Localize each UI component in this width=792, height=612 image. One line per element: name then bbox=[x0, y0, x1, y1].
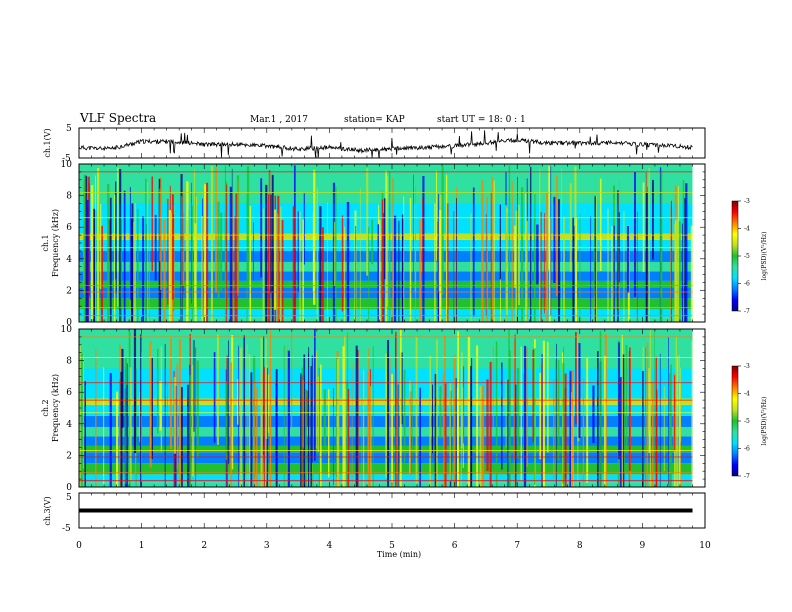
no-data-region bbox=[692, 164, 705, 322]
no-data-region bbox=[692, 329, 705, 487]
frequency-tick-label: 6 bbox=[66, 388, 72, 398]
time-axis-label: Time (min) bbox=[377, 550, 421, 559]
colorbar-tick-label: -6 bbox=[744, 281, 750, 288]
ch1-colorbar-gradient bbox=[731, 200, 739, 312]
ch2-spec-ylabel-frequency: Frequency (kHz) bbox=[51, 374, 60, 442]
colorbar-tick-label: -7 bbox=[744, 473, 750, 480]
time-tick-label: 6 bbox=[452, 541, 458, 551]
ch1-frequency-ticklabels: 0 2 4 6 8 10 bbox=[61, 160, 73, 328]
colorbar-tick-label: -5 bbox=[744, 418, 750, 425]
ch2-spectrogram-heatmap bbox=[79, 329, 705, 487]
time-tick-label: 0 bbox=[76, 541, 82, 551]
frequency-tick-label: 2 bbox=[66, 286, 72, 296]
colorbar-tick-label: -3 bbox=[744, 363, 750, 370]
ch3-ytick-bottom: -5 bbox=[62, 524, 71, 534]
time-tick-label: 8 bbox=[577, 541, 583, 551]
ch3-waveform-ticks bbox=[78, 493, 706, 528]
ch1-colorbar-label: log(PSD)(V²/Hz) bbox=[761, 232, 768, 281]
spectrogram-band bbox=[79, 474, 693, 483]
ch1-spectrogram-heatmap bbox=[79, 164, 705, 322]
ch1-ylabel: ch.1(V) bbox=[43, 128, 52, 157]
ch3-waveform-panel: 5 -5 ch.3(V) bbox=[43, 492, 706, 534]
date-label: Mar.1 , 2017 bbox=[250, 115, 308, 125]
colorbar-tick-label: -6 bbox=[744, 446, 750, 453]
ch1-ytick-top: 5 bbox=[66, 124, 72, 134]
ch1-waveform-panel: 5 -5 ch.1(V) bbox=[43, 124, 706, 164]
ch3-ylabel: ch.3(V) bbox=[43, 496, 52, 525]
frequency-tick-label: 10 bbox=[61, 160, 73, 170]
time-tick-label: 3 bbox=[264, 541, 270, 551]
ch1-spec-ylabel-channel: ch.1 bbox=[41, 234, 50, 251]
frequency-tick-label: 2 bbox=[66, 451, 72, 461]
time-tick-label: 10 bbox=[699, 541, 711, 551]
time-tick-label: 2 bbox=[201, 541, 207, 551]
colorbar-tick-label: -4 bbox=[744, 391, 750, 398]
ch2-spec-ylabel-channel: ch.2 bbox=[41, 399, 50, 416]
time-tick-label: 4 bbox=[327, 541, 333, 551]
frequency-tick-label: 8 bbox=[66, 192, 72, 202]
ch2-colorbar-ticks: -3 -4 -5 -6 -7 bbox=[738, 363, 750, 480]
ch2-spectrogram-panel: 0 2 4 6 8 10 ch.2 Frequency (kHz) -3 -4 -5 -6 -7 … bbox=[41, 325, 768, 493]
time-tick-label: 5 bbox=[389, 541, 395, 551]
frequency-tick-label: 4 bbox=[66, 420, 72, 430]
ch2-colorbar-label: log(PSD)(V²/Hz) bbox=[761, 397, 768, 446]
colorbar-tick-label: -4 bbox=[744, 226, 750, 233]
frequency-tick-label: 8 bbox=[66, 357, 72, 367]
ch2-spectrogram-ticks bbox=[78, 328, 706, 488]
colorbar-tick-label: -3 bbox=[744, 198, 750, 205]
colorbar-tick-label: -7 bbox=[744, 308, 750, 315]
ch1-spec-ylabel-frequency: Frequency (kHz) bbox=[51, 209, 60, 277]
frequency-tick-label: 0 bbox=[66, 483, 72, 493]
time-tick-label: 1 bbox=[139, 541, 145, 551]
ch3-ytick-top: 5 bbox=[66, 493, 72, 503]
ch1-ytick-bottom: -5 bbox=[62, 154, 71, 164]
ch1-waveform-line bbox=[78, 130, 693, 158]
ch2-colorbar: -3 -4 -5 -6 -7 log(PSD)(V²/Hz) bbox=[731, 363, 768, 480]
station-label: station= KAP bbox=[344, 115, 405, 125]
time-tick-label: 7 bbox=[514, 541, 520, 551]
ch2-frequency-ticklabels: 0 2 4 6 8 10 bbox=[61, 325, 73, 493]
spectrogram-band bbox=[79, 482, 693, 487]
colorbar-tick-label: -5 bbox=[744, 253, 750, 260]
frequency-tick-label: 0 bbox=[66, 318, 72, 328]
figure-title: VLF Spectra bbox=[79, 111, 156, 125]
frequency-tick-label: 10 bbox=[61, 325, 73, 335]
ch1-spectrogram-ticks bbox=[78, 163, 706, 323]
frequency-tick-label: 4 bbox=[66, 255, 72, 265]
start-time-label: start UT = 18: 0 : 1 bbox=[437, 115, 526, 125]
ch1-spectrogram-panel: 0 2 4 6 8 10 ch.1 Frequency (kHz) -3 -4 -5 -6 -7 … bbox=[41, 160, 768, 328]
ch1-colorbar-ticks: -3 -4 -5 -6 -7 bbox=[738, 198, 750, 315]
time-tick-label: 9 bbox=[640, 541, 646, 551]
ch1-colorbar: -3 -4 -5 -6 -7 log(PSD)(V²/Hz) bbox=[731, 198, 768, 315]
ch2-colorbar-gradient bbox=[731, 365, 739, 477]
frequency-tick-label: 6 bbox=[66, 223, 72, 233]
ch1-waveform-ticks bbox=[78, 128, 706, 158]
time-axis-ticklabels: 0 1 2 3 4 5 6 7 8 9 10 bbox=[76, 541, 711, 551]
